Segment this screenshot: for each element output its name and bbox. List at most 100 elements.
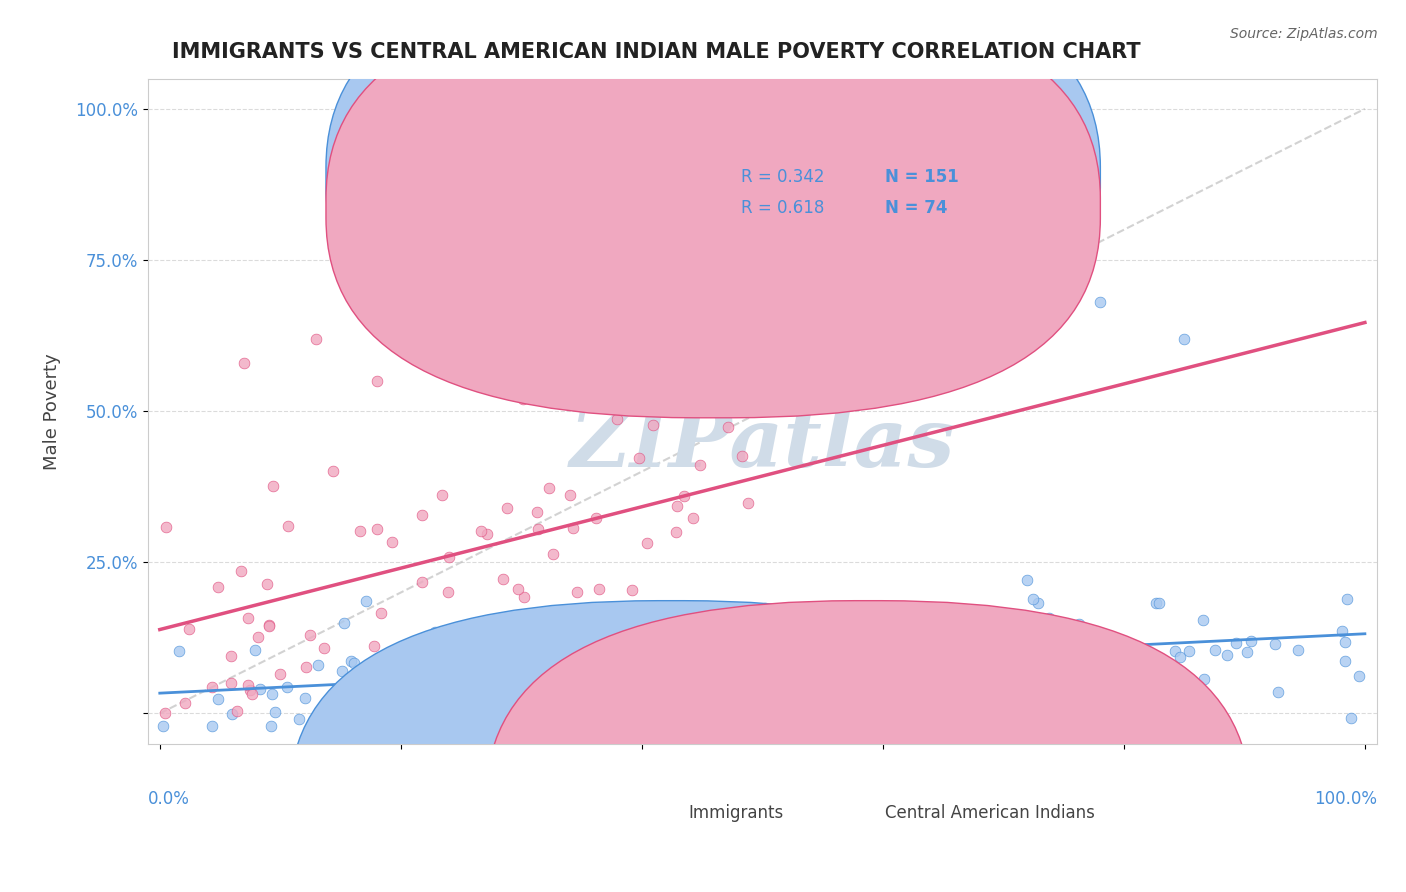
Immigrants <box>1204 643 1226 657</box>
Immigrants <box>820 675 842 690</box>
Immigrants <box>262 687 284 701</box>
Immigrants <box>912 662 935 676</box>
Central American Indians <box>506 582 529 596</box>
Immigrants <box>846 698 869 712</box>
Immigrants <box>260 718 283 732</box>
Immigrants <box>1173 677 1195 691</box>
Central American Indians <box>256 576 278 591</box>
Immigrants <box>974 626 997 640</box>
Immigrants <box>692 684 714 698</box>
Immigrants <box>612 667 634 681</box>
Central American Indians <box>484 685 506 699</box>
Central American Indians <box>588 582 610 596</box>
Central American Indians <box>312 641 335 656</box>
Central American Indians <box>513 590 536 604</box>
Immigrants <box>354 594 377 608</box>
Immigrants <box>1336 591 1358 606</box>
Central American Indians <box>689 458 711 472</box>
Central American Indians <box>370 606 392 620</box>
Central American Indians <box>277 518 299 533</box>
Central American Indians <box>512 392 534 406</box>
Immigrants <box>624 706 647 721</box>
Immigrants <box>360 668 382 682</box>
Immigrants <box>506 644 529 658</box>
Immigrants <box>1019 656 1042 670</box>
Immigrants <box>382 663 405 677</box>
Immigrants <box>628 670 651 684</box>
Immigrants <box>651 673 673 688</box>
Text: R = 0.618: R = 0.618 <box>741 199 825 218</box>
Immigrants <box>678 656 700 670</box>
Central American Indians <box>201 681 224 695</box>
Central American Indians <box>437 550 460 565</box>
Immigrants <box>813 698 835 713</box>
Immigrants <box>578 713 600 727</box>
Immigrants <box>1057 683 1080 698</box>
Immigrants <box>1088 295 1111 310</box>
Immigrants <box>1192 613 1215 627</box>
Immigrants <box>1022 592 1045 607</box>
Immigrants <box>288 712 311 726</box>
Immigrants <box>1173 332 1195 346</box>
Immigrants <box>1240 634 1263 648</box>
Immigrants <box>1236 645 1258 659</box>
Immigrants <box>808 611 831 625</box>
Immigrants <box>167 644 190 658</box>
Immigrants <box>1163 701 1185 715</box>
Immigrants <box>789 641 811 656</box>
Immigrants <box>775 718 797 732</box>
Immigrants <box>838 655 860 669</box>
Immigrants <box>1021 649 1043 664</box>
Central American Indians <box>636 535 658 549</box>
Central American Indians <box>628 451 651 466</box>
Immigrants <box>1121 703 1143 717</box>
Immigrants <box>876 699 898 714</box>
Immigrants <box>1192 672 1215 686</box>
Immigrants <box>900 648 922 663</box>
Central American Indians <box>470 524 492 538</box>
Immigrants <box>1029 639 1052 653</box>
Immigrants <box>340 654 363 668</box>
Immigrants <box>343 656 366 670</box>
Central American Indians <box>262 479 284 493</box>
Immigrants <box>983 662 1005 676</box>
Immigrants <box>817 653 839 667</box>
Immigrants <box>276 680 298 694</box>
Immigrants <box>887 630 910 644</box>
FancyBboxPatch shape <box>485 600 1250 892</box>
Immigrants <box>855 653 877 667</box>
Central American Indians <box>305 332 328 346</box>
Central American Indians <box>562 521 585 535</box>
Immigrants <box>863 635 886 649</box>
Central American Indians <box>233 356 256 370</box>
Central American Indians <box>526 506 548 520</box>
Central American Indians <box>239 683 262 698</box>
Immigrants <box>775 636 797 650</box>
Immigrants <box>1028 596 1050 610</box>
Immigrants <box>152 718 174 732</box>
Immigrants <box>946 620 969 634</box>
Central American Indians <box>363 639 385 653</box>
Immigrants <box>450 665 472 679</box>
Immigrants <box>987 665 1010 679</box>
Immigrants <box>754 601 776 615</box>
Central American Indians <box>381 535 404 549</box>
Central American Indians <box>543 547 565 561</box>
Immigrants <box>1334 635 1357 649</box>
Central American Indians <box>475 527 498 541</box>
Immigrants <box>665 702 688 716</box>
Central American Indians <box>236 678 259 692</box>
Central American Indians <box>155 520 177 534</box>
Immigrants <box>1340 711 1362 725</box>
Immigrants <box>658 688 681 702</box>
Immigrants <box>901 659 924 673</box>
Central American Indians <box>432 488 454 502</box>
Central American Indians <box>567 585 589 599</box>
Central American Indians <box>247 631 270 645</box>
Immigrants <box>423 624 446 639</box>
Immigrants <box>1215 648 1237 663</box>
Immigrants <box>399 648 422 663</box>
Immigrants <box>1334 654 1357 668</box>
Immigrants <box>1069 645 1091 659</box>
Central American Indians <box>737 495 759 509</box>
